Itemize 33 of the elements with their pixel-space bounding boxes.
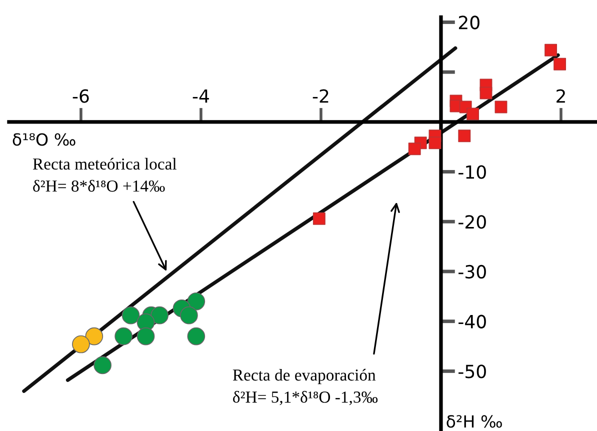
y-tick-label: -10: [458, 165, 486, 179]
x-tick-label: -4: [192, 89, 209, 103]
point: [114, 327, 132, 346]
point: [544, 44, 558, 56]
point: [494, 100, 508, 114]
point: [466, 108, 480, 120]
y-tick-label: -50: [458, 364, 486, 378]
y-tick-label: 20: [458, 16, 480, 30]
annotation: Recta meteórica local δ²H= 8*δ¹⁸O +14‰: [32, 158, 177, 192]
point: [85, 327, 104, 346]
point: [408, 142, 421, 156]
point: [72, 335, 90, 354]
point: [180, 306, 198, 324]
x-axis-title: δ¹⁸O ‰: [12, 133, 76, 146]
y-tick-label: -40: [458, 314, 486, 328]
y-tick-label: -30: [458, 264, 486, 279]
point: [458, 130, 471, 142]
y-axis-title: δ²H ‰: [446, 415, 502, 428]
x-tick-label: 2: [556, 89, 565, 103]
x-tick-label: -2: [312, 89, 328, 103]
point: [187, 327, 206, 346]
point: [187, 292, 206, 310]
point: [312, 212, 326, 225]
y-tick-label: -20: [458, 215, 486, 229]
point: [428, 136, 442, 150]
point: [136, 327, 155, 346]
annotation: Recta de evaporación δ²H= 5,1*δ¹⁸O -1,3‰: [232, 368, 378, 406]
point: [94, 356, 112, 374]
x-tick-label: -6: [72, 89, 89, 103]
point: [150, 306, 168, 324]
point: [122, 306, 140, 324]
point: [554, 58, 566, 70]
point: [480, 86, 492, 100]
